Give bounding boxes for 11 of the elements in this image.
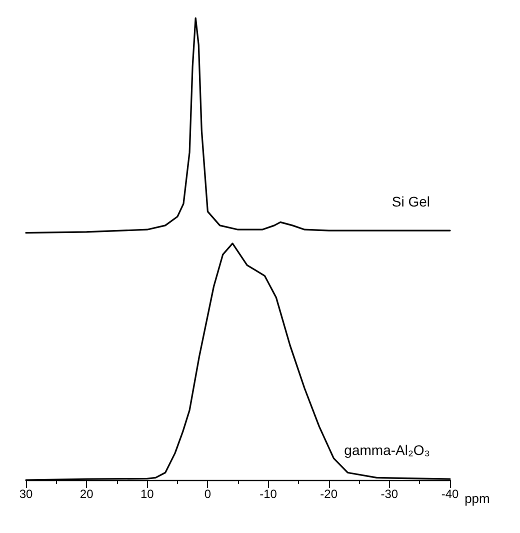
x-tick-label: -10 xyxy=(260,487,278,501)
x-tick-label: -30 xyxy=(380,487,398,501)
x-tick-label: -40 xyxy=(441,487,459,501)
x-tick-label: 30 xyxy=(19,487,33,501)
series-label: Si Gel xyxy=(392,194,430,210)
x-tick-label: 20 xyxy=(80,487,94,501)
x-tick-label: -20 xyxy=(320,487,338,501)
series-label: gamma-Al₂O₃ xyxy=(344,442,430,458)
x-tick-label: 10 xyxy=(140,487,154,501)
x-axis-title: ppm xyxy=(464,491,490,506)
x-tick-label: 0 xyxy=(204,487,212,501)
